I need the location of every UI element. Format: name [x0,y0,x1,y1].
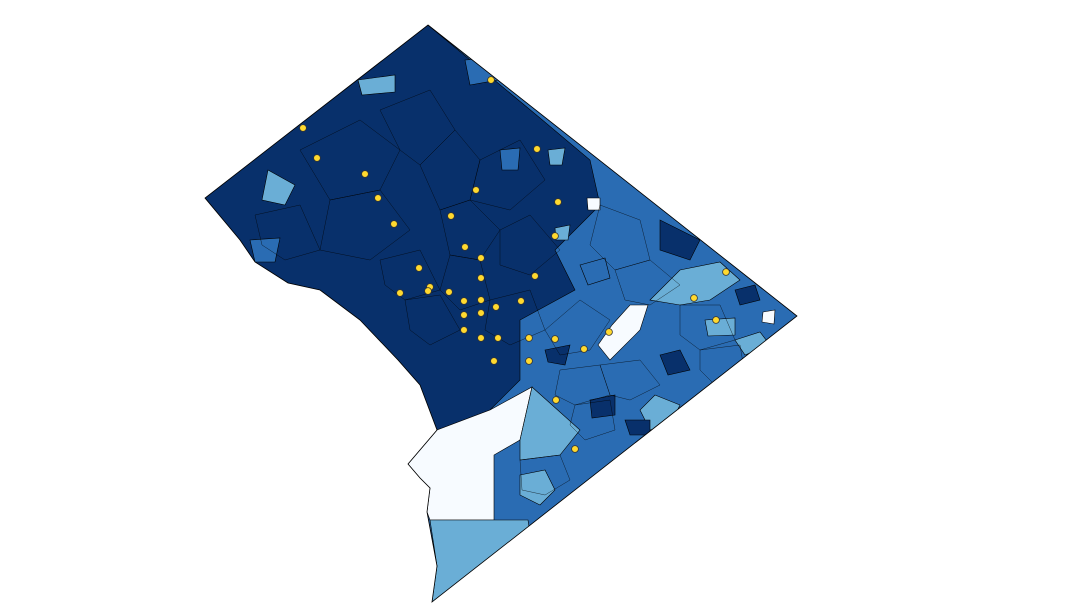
station-point-32 [494,334,502,342]
region-26 [544,344,571,366]
regions-layer [205,25,797,602]
station-point-8 [447,212,455,220]
station-point-7 [554,198,562,206]
station-point-9 [390,220,398,228]
station-point-24 [477,296,485,304]
tract-border-9 [544,299,611,356]
tract-border-6 [499,214,561,276]
station-point-39 [571,445,579,453]
tract-border-16 [569,399,616,441]
station-point-1 [299,124,307,132]
stations-layer [299,76,730,453]
station-point-22 [517,297,525,305]
tract-border-4 [439,199,501,261]
station-point-29 [605,328,613,336]
station-point-30 [460,326,468,334]
station-point-38 [552,396,560,404]
station-point-31 [477,334,485,342]
station-point-0 [487,76,495,84]
station-point-18 [445,288,453,296]
tract-border-20 [404,294,461,346]
station-point-20 [424,287,432,295]
tract-border-19 [379,249,441,301]
region-11 [249,237,281,263]
tract-border-14 [679,304,736,351]
station-point-27 [477,309,485,317]
region-8 [519,469,556,506]
station-point-16 [722,268,730,276]
station-point-37 [490,357,498,365]
station-point-3 [533,145,541,153]
tract-border-13 [599,359,661,401]
region-18 [586,197,601,211]
region-9 [261,169,296,206]
region-13 [734,284,761,306]
station-point-4 [361,170,369,178]
region-12 [659,219,701,261]
region-10 [357,74,396,96]
station-point-23 [460,297,468,305]
station-point-28 [712,316,720,324]
region-17 [761,309,776,325]
tract-border-1 [319,189,411,261]
station-point-36 [525,357,533,365]
station-point-5 [472,186,480,194]
station-point-26 [460,311,468,319]
station-point-21 [690,294,698,302]
station-point-35 [580,345,588,353]
station-point-6 [374,194,382,202]
tract-border-0 [299,119,401,201]
region-3 [429,519,533,602]
station-point-2 [313,154,321,162]
tract-border-18 [254,204,321,261]
station-point-12 [477,254,485,262]
station-point-10 [551,232,559,240]
region-15 [589,394,616,419]
tract-border-11 [614,259,681,306]
tract-border-12 [554,364,611,406]
station-point-11 [461,243,469,251]
city-boundary [204,24,798,603]
tract-border-7 [439,254,491,311]
region-23 [704,317,736,337]
region-19 [547,147,566,166]
station-point-25 [492,303,500,311]
region-25 [579,257,611,286]
tract-border-5 [469,139,546,211]
station-point-14 [531,272,539,280]
station-point-15 [477,274,485,282]
station-point-34 [551,335,559,343]
station-point-19 [396,289,404,297]
tract-borders-layer [254,89,746,496]
region-16 [659,349,691,376]
tract-border-17 [519,454,571,496]
station-point-33 [525,334,533,342]
region-21 [499,147,521,171]
station-point-13 [415,264,423,272]
region-5 [597,304,649,361]
